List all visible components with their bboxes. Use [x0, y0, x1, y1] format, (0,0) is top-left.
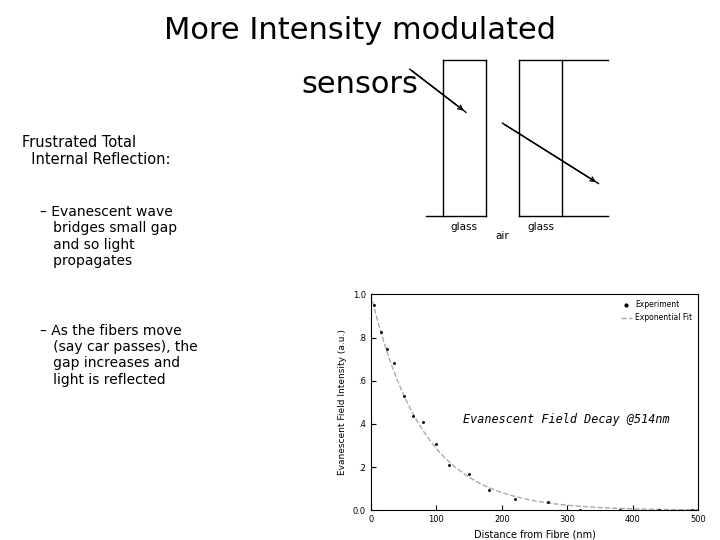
Point	[369, 300, 380, 309]
Point	[382, 345, 393, 353]
X-axis label: Distance from Fibre (nm): Distance from Fibre (nm)	[474, 530, 595, 539]
Point	[375, 328, 387, 336]
Text: More Intensity modulated: More Intensity modulated	[164, 16, 556, 45]
Point	[444, 460, 455, 469]
Text: glass: glass	[527, 222, 554, 233]
Point	[653, 506, 665, 515]
Point	[614, 506, 626, 515]
Text: air: air	[495, 231, 509, 241]
Point	[388, 359, 400, 367]
Point	[575, 506, 586, 515]
Text: – Evanescent wave
   bridges small gap
   and so light
   propagates: – Evanescent wave bridges small gap and …	[40, 205, 176, 268]
Point	[431, 440, 442, 449]
Point	[408, 411, 419, 420]
Text: Evanescent Field Decay @514nm: Evanescent Field Decay @514nm	[462, 413, 669, 426]
Point	[686, 506, 698, 515]
Point	[542, 497, 554, 506]
Point	[464, 470, 475, 478]
Text: – As the fibers move
   (say car passes), the
   gap increases and
   light is r: – As the fibers move (say car passes), t…	[40, 324, 197, 387]
Text: Frustrated Total
  Internal Reflection:: Frustrated Total Internal Reflection:	[22, 135, 170, 167]
Point	[397, 392, 409, 400]
Point	[483, 485, 495, 494]
Point	[509, 495, 521, 503]
Y-axis label: Evanescent Field Intensity (a.u.): Evanescent Field Intensity (a.u.)	[338, 329, 347, 475]
Text: glass: glass	[451, 222, 478, 233]
Text: sensors: sensors	[302, 70, 418, 99]
Legend: Experiment, Exponential Fit: Experiment, Exponential Fit	[618, 298, 695, 325]
Point	[418, 418, 429, 427]
